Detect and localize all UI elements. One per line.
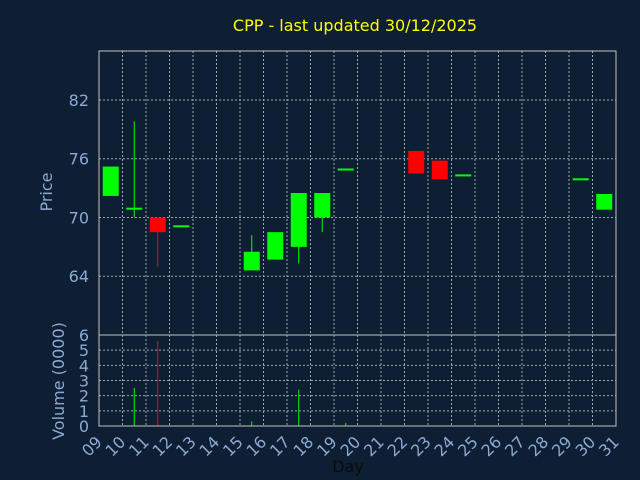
price-tick-label: 70 — [69, 208, 89, 227]
candle-22 — [408, 150, 425, 174]
candle-30 — [596, 193, 613, 210]
candle-12 — [173, 225, 190, 228]
candle-29 — [572, 178, 589, 181]
candle-body — [314, 193, 331, 218]
candle-10 — [126, 121, 143, 218]
volume-tick-label: 1 — [79, 402, 89, 421]
candle-15 — [243, 235, 260, 271]
price-grid — [99, 51, 616, 335]
price-tick-label: 64 — [69, 267, 89, 286]
candle-body — [243, 251, 260, 271]
candle-17 — [290, 193, 307, 264]
candle-body — [290, 193, 307, 247]
candle-18 — [314, 193, 331, 233]
price-tick-labels: 64 70 76 82 — [69, 91, 89, 286]
candle-body — [596, 193, 613, 210]
volume-tick-label: 2 — [79, 387, 89, 406]
candle-23 — [431, 160, 448, 180]
candle-body — [126, 207, 143, 210]
volume-panel-frame — [98, 334, 617, 427]
candle-09 — [102, 166, 119, 196]
volume-tick-label: 5 — [79, 341, 89, 360]
candle-body — [431, 160, 448, 180]
volume-bars — [133, 341, 347, 426]
volume-tick-label: 0 — [79, 417, 89, 436]
price-axis-label: Price — [37, 172, 56, 211]
candle-body — [572, 178, 589, 181]
candle-body — [337, 168, 354, 171]
candle-body — [102, 166, 119, 196]
price-tick-label: 76 — [69, 150, 89, 169]
volume-tick-label: 3 — [79, 372, 89, 391]
candle-24 — [455, 174, 472, 177]
candle-body — [408, 150, 425, 174]
volume-axis-label: Volume (0000) — [49, 322, 68, 440]
candle-19 — [337, 168, 354, 171]
volume-tick-label: 4 — [79, 356, 89, 375]
x-axis-label: Day — [332, 457, 364, 476]
candle-16 — [267, 232, 284, 260]
price-candles — [102, 121, 613, 271]
volume-grid — [99, 335, 616, 426]
candle-11 — [149, 217, 166, 267]
candle-body — [455, 174, 472, 177]
candle-body — [149, 217, 166, 233]
candle-body — [267, 232, 284, 260]
price-tick-label: 82 — [69, 91, 89, 110]
chart-title: CPP - last updated 30/12/2025 — [233, 16, 477, 35]
candle-body — [173, 225, 190, 228]
volume-tick-label: 6 — [79, 326, 89, 345]
